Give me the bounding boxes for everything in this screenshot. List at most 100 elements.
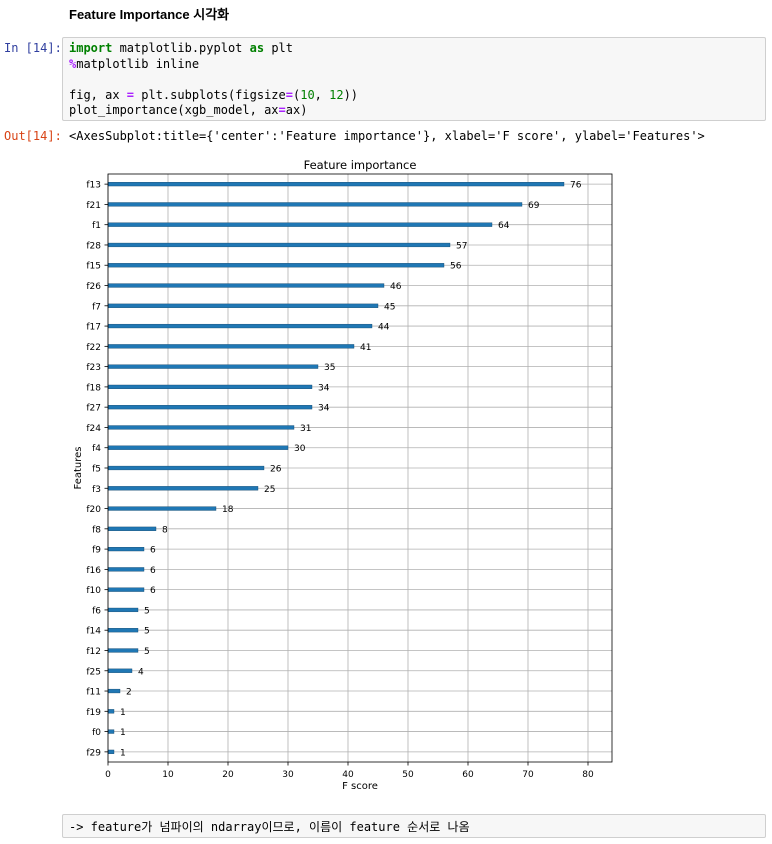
bar-value-label: 5 xyxy=(144,647,150,657)
code-line-4: fig, ax = plt.subplots(figsize=(10, 12)) xyxy=(69,88,759,104)
x-axis-label: F score xyxy=(342,781,378,792)
bar-f10 xyxy=(107,587,145,592)
y-tick-label: f17 xyxy=(86,323,101,333)
operator: = xyxy=(126,87,135,102)
code-line-2: %matplotlib inline xyxy=(69,57,759,73)
bar-f18 xyxy=(107,384,313,389)
y-tick-label: f13 xyxy=(86,181,101,191)
bar-value-label: 57 xyxy=(456,241,467,251)
y-tick-label: f19 xyxy=(86,708,101,718)
magic-percent: % xyxy=(69,56,77,71)
code-cell[interactable]: import matplotlib.pyplot as plt %matplot… xyxy=(62,37,766,121)
y-tick-label: f3 xyxy=(92,485,101,495)
y-tick-label: f12 xyxy=(86,647,101,657)
bar-f19 xyxy=(107,709,115,714)
bar-f29 xyxy=(107,749,115,754)
bar-value-label: 64 xyxy=(498,221,510,231)
x-tick-label: 50 xyxy=(402,770,414,780)
y-tick-label: f26 xyxy=(86,282,101,292)
bar-value-label: 6 xyxy=(150,586,156,596)
code-line-5: plot_importance(xgb_model, ax=ax) xyxy=(69,103,759,119)
bar-value-label: 26 xyxy=(270,465,282,475)
y-tick-label: f15 xyxy=(86,262,101,272)
bar-value-label: 1 xyxy=(120,748,126,758)
bar-f9 xyxy=(107,547,145,552)
y-tick-label: f28 xyxy=(86,241,101,251)
y-tick-label: f9 xyxy=(92,546,101,556)
y-axis-label: Features xyxy=(73,447,84,490)
bar-f20 xyxy=(107,506,217,511)
y-tick-label: f6 xyxy=(92,606,101,616)
bar-value-label: 5 xyxy=(144,606,150,616)
number: 12 xyxy=(329,87,344,102)
y-tick-label: f0 xyxy=(92,728,101,738)
y-tick-label: f22 xyxy=(86,343,101,353)
code-text: )) xyxy=(343,87,359,102)
bar-value-label: 76 xyxy=(570,181,582,191)
x-tick-label: 0 xyxy=(105,770,111,780)
chart-title: Feature importance xyxy=(304,158,417,172)
y-tick-label: f4 xyxy=(92,444,101,454)
bar-f27 xyxy=(107,405,313,410)
x-tick-label: 80 xyxy=(582,770,594,780)
bar-value-label: 18 xyxy=(222,505,234,515)
code-text: matplotlib.pyplot xyxy=(112,41,250,55)
x-tick-label: 60 xyxy=(462,770,474,780)
y-tick-label: f10 xyxy=(86,586,101,596)
bar-value-label: 69 xyxy=(528,201,540,211)
bar-value-label: 45 xyxy=(384,302,395,312)
code-text: plt.subplots(figsize xyxy=(134,87,286,102)
bar-f14 xyxy=(107,628,139,633)
code-text: plt xyxy=(264,41,293,55)
bar-f12 xyxy=(107,648,139,653)
y-tick-label: f25 xyxy=(86,667,101,677)
code-text: matplotlib inline xyxy=(76,56,200,71)
bar-f11 xyxy=(107,688,121,694)
code-text: , xyxy=(314,87,330,102)
tick-layer: 0 10 20 30 40 50 60 70 80 f13 f21 f1 f28 f15 f26 f7 f17 f… xyxy=(86,181,594,780)
bar-f15 xyxy=(107,263,445,268)
bar-value-label: 46 xyxy=(390,282,402,292)
bar-f5 xyxy=(107,465,265,471)
output-prompt: Out[14]: xyxy=(4,129,62,143)
y-tick-label: f14 xyxy=(86,627,101,637)
y-tick-label: f5 xyxy=(92,465,101,475)
markdown-heading: Feature Importance 시각화 xyxy=(69,7,230,22)
code-text: ( xyxy=(292,87,301,102)
bar-value-label: 34 xyxy=(318,383,330,393)
x-tick-label: 10 xyxy=(162,770,174,780)
bar-f13 xyxy=(107,182,565,187)
x-tick-label: 20 xyxy=(222,770,234,780)
y-tick-label: f8 xyxy=(92,525,101,535)
bar-value-label: 6 xyxy=(150,566,156,576)
bar-value-label: 6 xyxy=(150,546,156,556)
y-tick-label: f27 xyxy=(86,404,101,414)
y-tick-label: f11 xyxy=(86,688,101,698)
bar-f22 xyxy=(107,344,355,349)
bar-value-label: 56 xyxy=(450,262,462,272)
x-tick-label: 30 xyxy=(282,770,294,780)
bar-f25 xyxy=(107,668,133,673)
x-tick-label: 40 xyxy=(342,770,354,780)
bar-f1 xyxy=(107,222,493,227)
feature-importance-chart: Feature importance F score Features 76 69… xyxy=(73,158,613,792)
bar-value-label: 44 xyxy=(378,323,390,333)
bar-value-label: 5 xyxy=(144,627,150,637)
code-text: fig, ax xyxy=(69,87,127,102)
bar-f24 xyxy=(107,425,295,430)
output-repr: <AxesSubplot:title={'center':'Feature im… xyxy=(69,129,705,143)
code-line-1: import matplotlib.pyplot as plt xyxy=(69,41,759,57)
input-prompt: In [14]: xyxy=(4,41,62,55)
bar-f23 xyxy=(107,364,319,369)
code-text: ax) xyxy=(285,103,308,117)
bar-layer xyxy=(107,182,565,754)
markdown-cell[interactable]: -> feature가 넘파이의 ndarray이므로, 이름이 feature… xyxy=(62,814,766,838)
y-tick-label: f24 xyxy=(86,424,101,434)
bar-value-label: 25 xyxy=(264,485,275,495)
y-tick-label: f23 xyxy=(86,363,101,373)
bar-f7 xyxy=(107,303,379,308)
bar-value-label: 1 xyxy=(120,728,126,738)
operator: = xyxy=(285,87,293,102)
operator: = xyxy=(278,103,286,117)
bar-value-label: 1 xyxy=(120,708,126,718)
